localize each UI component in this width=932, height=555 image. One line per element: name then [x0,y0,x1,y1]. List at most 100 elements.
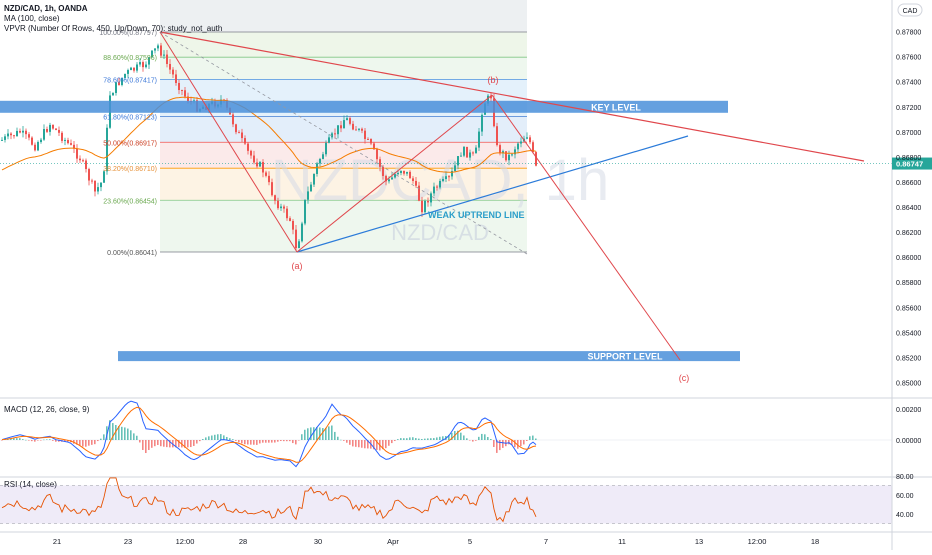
macd-histogram-bar [286,440,288,442]
macd-histogram-bar [529,436,531,440]
candle-body [43,129,45,140]
macd-histogram-bar [343,440,345,441]
candle-body [157,45,159,49]
macd-histogram-bar [340,439,342,441]
price-tick-label: 0.85400 [896,330,921,337]
price-tick-label: 0.86400 [896,205,921,212]
candle-body [148,57,150,65]
candle-body [514,149,516,155]
candle-body [349,118,351,124]
candle-body [517,143,519,150]
time-tick-label: 12:00 [748,537,767,546]
candle-body [22,130,24,133]
fib-zone [160,57,527,80]
macd-histogram-bar [334,431,336,440]
macd-histogram-bar [346,440,348,443]
macd-histogram-bar [91,440,93,445]
time-tick-label: 21 [53,537,61,546]
macd-histogram-bar [337,436,339,440]
macd-tick-label: 0.00000 [896,438,921,445]
macd-histogram-bar [211,435,213,440]
macd-histogram-bar [220,434,222,440]
candle-body [31,137,33,145]
candle-body [448,176,450,178]
macd-histogram-bar [517,440,519,449]
weak-uptrend-line [296,135,689,253]
key-level-label: KEY LEVEL [591,102,641,112]
candle-body [526,137,528,139]
macd-histogram-bar [400,438,402,440]
candle-body [127,70,129,74]
candle-body [97,187,99,192]
macd-histogram-bar [331,425,333,440]
candle-body [379,159,381,167]
fib-zone [160,32,527,58]
candle-body [295,229,297,248]
candle-body [274,195,276,201]
resistance-trendline [159,31,865,162]
candle-body [388,179,390,182]
candle-body [19,130,21,133]
candle-body [331,133,333,138]
macd-histogram-bar [232,439,234,440]
candle-body [67,139,69,144]
time-tick-label: 18 [811,537,819,546]
macd-histogram-bar [79,440,81,446]
macd-histogram-bar [349,440,351,445]
last-price-badge: 0.86747 [896,160,923,169]
candle-body [133,67,135,71]
wave-label-b: (b) [488,75,499,85]
candle-body [58,129,60,133]
candle-body [532,142,534,153]
wave-label-a: (a) [292,261,303,271]
fib-level-label: 38.20%(0.86710) [103,166,157,173]
candle-body [7,133,9,137]
macd-histogram-bar [466,438,468,440]
price-tick-label: 0.87400 [896,80,921,87]
macd-histogram-bar [508,440,510,445]
candle-body [259,162,261,167]
wave-line-b [296,94,493,253]
macd-histogram-bar [97,440,99,442]
macd-histogram-bar [301,434,303,440]
candle-body [298,241,300,248]
macd-histogram-bar [118,425,120,440]
macd-histogram-bar [28,440,30,441]
candle-body [46,129,48,132]
macd-histogram-bar [265,440,267,443]
candle-body [460,155,462,157]
candle-body [310,184,312,192]
weak-uptrend-label: WEAK UPTREND LINE [428,210,525,220]
macd-histogram-bar [112,423,114,440]
candle-body [400,170,402,173]
macd-histogram-bar [277,440,279,442]
macd-histogram-bar [457,430,459,440]
candle-body [166,54,168,64]
candle-body [70,143,72,145]
macd-histogram-bar [58,440,60,442]
candle-body [364,130,366,139]
macd-histogram-bar [382,440,384,450]
candle-body [325,142,327,155]
candle-body [481,114,483,132]
candle-body [88,169,90,181]
macd-histogram-bar [157,440,159,445]
macd-histogram-bar [178,440,180,448]
candle-body [418,185,420,201]
candle-body [151,50,153,58]
candle-body [268,175,270,183]
macd-histogram-bar [511,440,513,446]
candle-body [346,118,348,121]
candle-body [94,180,96,192]
macd-histogram-bar [442,436,444,440]
candle-body [49,124,51,132]
key-level-zone [0,100,728,113]
macd-histogram-bar [64,440,66,442]
candle-body [253,155,255,163]
time-tick-label: 13 [695,537,703,546]
candle-body [130,67,132,71]
macd-histogram-bar [37,440,39,441]
watermark-small: NZD/CAD [391,220,489,245]
